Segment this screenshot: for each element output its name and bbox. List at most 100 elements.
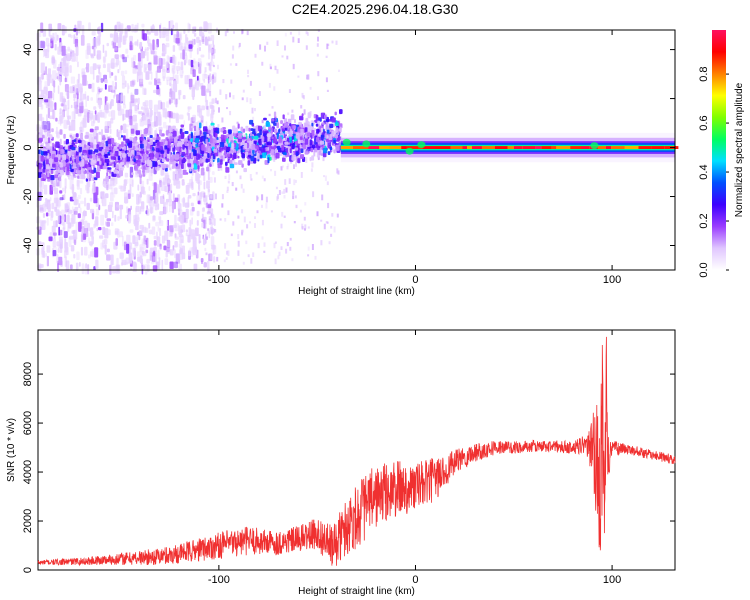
heatmap-cell [157, 56, 162, 66]
heatmap-cell [109, 201, 113, 208]
heatmap-cell [54, 102, 57, 111]
heatmap-cell [171, 165, 174, 169]
heatmap-cell [131, 193, 134, 197]
heatmap-cell [184, 141, 188, 146]
heatmap-cell [213, 256, 216, 263]
heatmap-cell [173, 130, 177, 137]
heatmap-cell [148, 161, 153, 167]
heatmap-cell [124, 178, 129, 184]
heatmap-cell [211, 98, 215, 104]
heatmap-cell [302, 95, 305, 99]
heatmap-cell [180, 133, 185, 139]
heatmap-cell [66, 90, 70, 99]
heatmap-cell [146, 258, 150, 264]
heatmap-cell [74, 38, 79, 48]
heatmap-cell [288, 132, 293, 137]
heatmap-cell [65, 88, 69, 96]
heatmap-cell [90, 53, 94, 57]
heatmap-cell [295, 161, 297, 167]
heatmap-cell [94, 149, 99, 153]
heatmap-cell [48, 236, 53, 242]
heatmap-cell [160, 101, 163, 110]
heatmap-cell [89, 128, 94, 133]
heatmap-cell [78, 25, 80, 34]
heatmap-cell [133, 219, 137, 227]
heatmap-cell [95, 133, 99, 144]
x-tick-label: 0 [412, 274, 418, 286]
heatmap-cell [131, 154, 134, 158]
heatmap-cell [276, 69, 279, 74]
heatmap-cell [55, 165, 59, 170]
heatmap-cell [172, 125, 176, 130]
colorbar-tick-label: 0.2 [698, 213, 710, 228]
heatmap-cell [321, 122, 325, 125]
heatmap-cell [68, 237, 72, 247]
heatmap-cell [74, 200, 78, 206]
heatmap-cell [150, 168, 154, 174]
heatmap-cell [89, 241, 93, 246]
heatmap-cell [247, 69, 249, 74]
heatmap-cell [188, 249, 191, 257]
heatmap-cell [111, 222, 114, 227]
heatmap-cell [86, 43, 91, 52]
heatmap-cell [185, 185, 190, 194]
heatmap-cell [92, 129, 97, 138]
heatmap-cell [265, 196, 268, 203]
heatmap-cell [214, 229, 217, 233]
heatmap-cell [54, 157, 59, 162]
heatmap-cell [142, 87, 147, 95]
heatmap-cell [128, 214, 131, 224]
heatmap-cell [88, 110, 94, 118]
heatmap-cell [316, 143, 318, 149]
heatmap-cell [110, 254, 114, 266]
heatmap-cell [187, 196, 190, 208]
heatmap-cell [40, 62, 45, 74]
heatmap-cell [77, 61, 79, 68]
heatmap-cell [336, 213, 339, 218]
heatmap-cell [183, 120, 186, 127]
carrier-disturbance [590, 142, 599, 150]
heatmap-cell [207, 228, 210, 234]
heatmap-cell [295, 204, 298, 209]
heatmap-cell [228, 174, 231, 180]
heatmap-cell [262, 130, 265, 134]
heatmap-cell [164, 172, 169, 184]
heatmap-cell [127, 189, 131, 195]
heatmap-cell [259, 154, 263, 158]
carrier-core [598, 146, 606, 149]
heatmap-cell [148, 99, 153, 110]
heatmap-cell [303, 109, 306, 115]
heatmap-cell [66, 171, 70, 176]
heatmap-cell [278, 251, 281, 256]
heatmap-cell [148, 38, 151, 50]
heatmap-cell [276, 122, 279, 129]
heatmap-cell [85, 184, 89, 191]
heatmap-cell [171, 83, 173, 93]
y-tick-label: 40 [22, 43, 34, 55]
heatmap-cell [111, 110, 116, 120]
heatmap-cell [183, 218, 188, 224]
heatmap-cell [232, 221, 235, 226]
heatmap-cell [98, 131, 102, 135]
heatmap-cell [286, 147, 288, 153]
heatmap-cell [280, 246, 283, 250]
heatmap-cell [129, 166, 134, 178]
heatmap-cell [222, 129, 227, 134]
heatmap-cell [81, 159, 85, 167]
heatmap-cell [63, 133, 66, 139]
heatmap-cell [147, 64, 152, 74]
heatmap-cell [320, 240, 323, 246]
carrier-core [507, 146, 514, 149]
heatmap-cell [104, 104, 109, 111]
heatmap-cell [120, 108, 125, 116]
heatmap-cell [76, 179, 80, 187]
heatmap-cell [121, 141, 124, 148]
heatmap-cell [165, 61, 169, 69]
heatmap-cell [99, 235, 104, 239]
heatmap-cell [119, 170, 123, 177]
heatmap-cell [169, 111, 173, 119]
heatmap-cell [173, 138, 178, 143]
heatmap-cell [226, 107, 228, 110]
heatmap-cell [218, 138, 222, 143]
heatmap-cell [43, 184, 48, 195]
